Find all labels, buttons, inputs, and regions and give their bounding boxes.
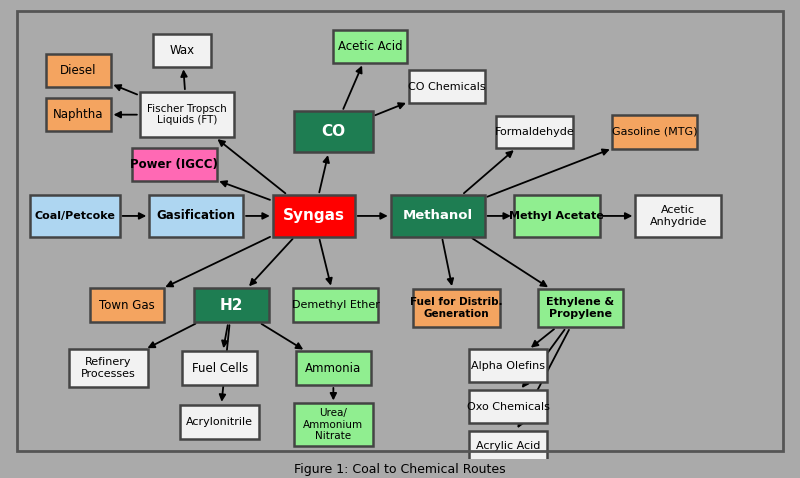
FancyBboxPatch shape <box>182 351 257 385</box>
Text: Naphtha: Naphtha <box>54 108 104 121</box>
Text: Town Gas: Town Gas <box>99 299 155 312</box>
FancyBboxPatch shape <box>296 351 370 385</box>
Text: Methyl Acetate: Methyl Acetate <box>510 211 604 221</box>
Text: Demethyl Ether: Demethyl Ether <box>292 300 380 310</box>
Text: Acetic
Anhydride: Acetic Anhydride <box>650 205 707 227</box>
FancyBboxPatch shape <box>613 115 697 149</box>
Text: Acrylonitrile: Acrylonitrile <box>186 417 253 427</box>
Text: Gasification: Gasification <box>157 209 236 222</box>
FancyBboxPatch shape <box>514 195 600 237</box>
FancyBboxPatch shape <box>294 403 373 446</box>
Text: Ammonia: Ammonia <box>306 361 362 375</box>
FancyBboxPatch shape <box>140 92 234 137</box>
Text: Coal/Petcoke: Coal/Petcoke <box>34 211 115 221</box>
FancyBboxPatch shape <box>153 34 211 66</box>
FancyBboxPatch shape <box>273 195 355 237</box>
Text: Urea/
Ammonium
Nitrate: Urea/ Ammonium Nitrate <box>303 408 363 441</box>
FancyBboxPatch shape <box>469 431 547 462</box>
FancyBboxPatch shape <box>333 30 407 63</box>
Text: Fuel Cells: Fuel Cells <box>191 361 248 375</box>
Text: Diesel: Diesel <box>60 64 97 77</box>
FancyBboxPatch shape <box>46 98 110 131</box>
Text: Methanol: Methanol <box>402 209 473 222</box>
FancyBboxPatch shape <box>390 195 485 237</box>
FancyBboxPatch shape <box>413 289 500 327</box>
FancyBboxPatch shape <box>149 195 243 237</box>
Text: Fischer Tropsch
Liquids (FT): Fischer Tropsch Liquids (FT) <box>147 104 226 125</box>
Text: Formaldehyde: Formaldehyde <box>495 127 574 137</box>
FancyBboxPatch shape <box>497 116 574 148</box>
Text: Refinery
Processes: Refinery Processes <box>81 357 136 379</box>
FancyBboxPatch shape <box>132 148 217 181</box>
Text: Power (IGCC): Power (IGCC) <box>130 158 218 171</box>
Text: CO Chemicals: CO Chemicals <box>408 82 486 91</box>
Text: Ethylene &
Propylene: Ethylene & Propylene <box>546 297 614 319</box>
FancyBboxPatch shape <box>30 195 120 237</box>
FancyBboxPatch shape <box>294 111 373 152</box>
FancyBboxPatch shape <box>635 195 722 237</box>
FancyBboxPatch shape <box>469 349 547 382</box>
FancyBboxPatch shape <box>194 288 269 323</box>
Text: Fuel for Distrib.
Generation: Fuel for Distrib. Generation <box>410 297 502 319</box>
FancyBboxPatch shape <box>69 349 147 387</box>
Text: Syngas: Syngas <box>282 208 345 223</box>
Text: Figure 1: Coal to Chemical Routes: Figure 1: Coal to Chemical Routes <box>294 463 506 476</box>
FancyBboxPatch shape <box>46 54 110 87</box>
Text: H2: H2 <box>220 298 243 313</box>
Text: Wax: Wax <box>170 43 194 57</box>
FancyBboxPatch shape <box>409 70 486 103</box>
Text: Alpha Olefins: Alpha Olefins <box>471 361 545 371</box>
Text: Acrylic Acid: Acrylic Acid <box>476 441 540 451</box>
FancyBboxPatch shape <box>90 288 165 323</box>
FancyBboxPatch shape <box>181 404 259 439</box>
FancyBboxPatch shape <box>538 289 622 327</box>
Text: Gasoline (MTG): Gasoline (MTG) <box>612 127 698 137</box>
Text: Oxo Chemicals: Oxo Chemicals <box>466 402 550 412</box>
FancyBboxPatch shape <box>469 391 547 423</box>
Text: Acetic Acid: Acetic Acid <box>338 40 402 53</box>
FancyBboxPatch shape <box>294 288 378 323</box>
Text: CO: CO <box>322 124 346 140</box>
